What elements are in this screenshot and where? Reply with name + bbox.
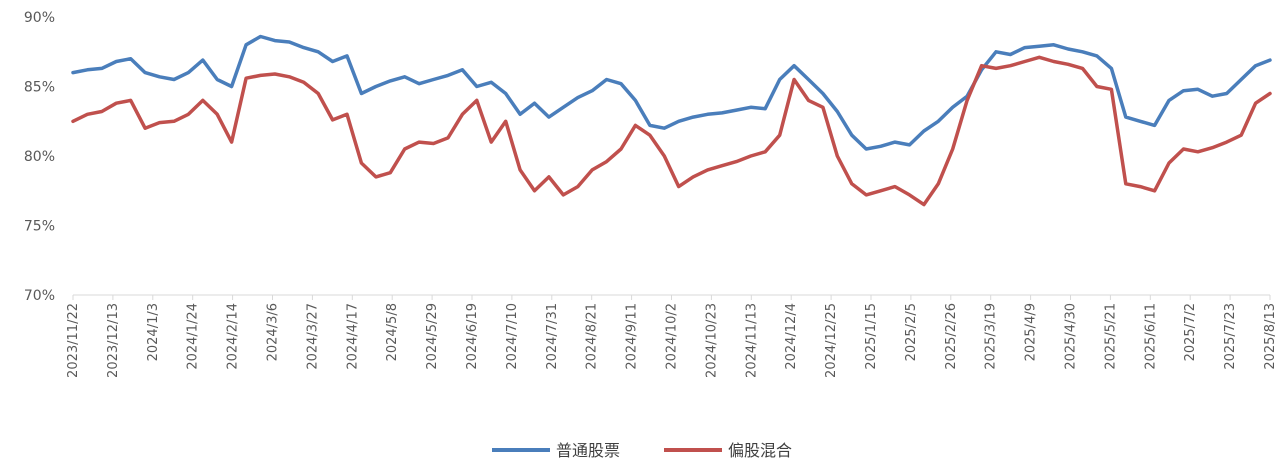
x-tick-label: 2025/7/23 [1223, 303, 1238, 370]
x-tick-label: 2025/2/26 [944, 303, 959, 370]
x-tick-label: 2024/11/13 [744, 303, 759, 378]
x-tick-label: 2025/4/30 [1064, 303, 1079, 370]
x-tick-label: 2024/3/27 [305, 303, 320, 370]
y-tick-label: 80% [24, 149, 55, 165]
x-tick-label: 2024/1/24 [186, 303, 201, 370]
y-tick-label: 85% [24, 80, 55, 96]
x-tick-label: 2025/6/11 [1143, 303, 1158, 370]
y-tick-label: 70% [24, 288, 55, 304]
y-tick-label: 90% [24, 10, 55, 26]
x-tick-label: 2024/7/31 [545, 303, 560, 370]
x-tick-label: 2023/11/22 [66, 303, 81, 378]
x-tick-label: 2025/2/5 [904, 303, 919, 361]
x-tick-label: 2024/7/10 [505, 303, 520, 370]
legend: 普通股票 偏股混合 [492, 441, 792, 460]
x-axis: 2023/11/22 2023/12/13 2024/1/3 2024/1/24 202… [66, 294, 1278, 378]
legend-label-2: 偏股混合 [728, 441, 792, 460]
x-tick-label: 2024/10/23 [704, 303, 719, 378]
y-axis: 70% 75% 80% 85% 90% [24, 10, 55, 304]
y-tick-label: 75% [24, 219, 55, 235]
x-tick-label: 2024/10/2 [665, 303, 680, 370]
x-tick-label: 2024/5/8 [385, 303, 400, 361]
series-line-1 [71, 34, 1272, 151]
x-tick-label: 2024/6/19 [465, 303, 480, 370]
series-line-2 [71, 55, 1272, 207]
legend-label-1: 普通股票 [556, 441, 620, 460]
x-tick-label: 2025/1/15 [864, 303, 879, 370]
x-tick-label: 2024/3/6 [266, 303, 281, 361]
x-tick-label: 2024/5/29 [425, 303, 440, 370]
x-tick-label: 2024/1/3 [146, 303, 161, 361]
x-tick-label: 2025/5/21 [1103, 303, 1118, 370]
x-tick-label: 2023/12/13 [106, 303, 121, 378]
x-tick-label: 2025/7/2 [1183, 303, 1198, 361]
x-tick-label: 2024/8/21 [585, 303, 600, 370]
x-tick-label: 2025/8/13 [1263, 303, 1278, 370]
x-tick-label: 2024/9/11 [625, 303, 640, 370]
x-tick-label: 2025/4/9 [1024, 303, 1039, 361]
x-tick-label: 2024/4/17 [345, 303, 360, 370]
series-layer [71, 34, 1272, 207]
x-tick-label: 2025/3/19 [984, 303, 999, 370]
x-tick-label: 2024/12/25 [824, 303, 839, 378]
x-tick-label: 2024/12/4 [784, 303, 799, 370]
x-tick-label: 2024/2/14 [226, 303, 241, 370]
